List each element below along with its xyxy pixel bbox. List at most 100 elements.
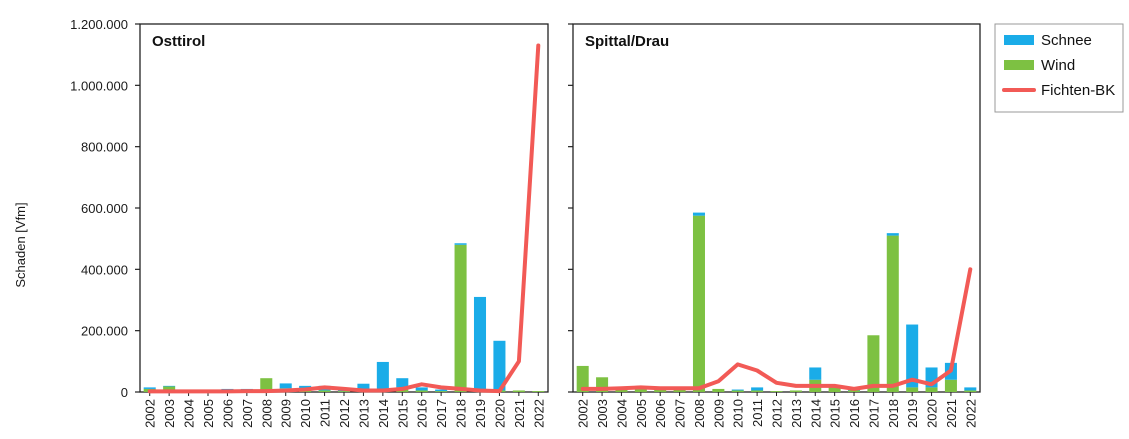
x-tick-label: 2016 [415, 399, 430, 428]
y-tick-label: 800.000 [81, 140, 128, 155]
y-tick-label: 1.200.000 [70, 17, 128, 32]
x-tick-label: 2021 [512, 399, 527, 428]
x-tick-label: 2016 [847, 399, 862, 428]
x-tick-label: 2021 [944, 399, 959, 428]
bar-schnee-2019 [473, 296, 487, 391]
bar-wind-2018 [886, 235, 899, 392]
x-tick-label: 2019 [905, 399, 920, 428]
bar-wind-2009 [712, 388, 725, 392]
bar-wind-2008 [260, 378, 273, 392]
x-tick-label: 2012 [337, 399, 352, 428]
y-tick-label: 600.000 [81, 201, 128, 216]
bar-schnee-2018 [886, 233, 899, 236]
x-tick-label: 2015 [395, 399, 410, 428]
bar-schnee-2002 [143, 387, 156, 389]
bar-schnee-2011 [751, 387, 764, 391]
plot-frame [572, 23, 981, 393]
bar-schnee-2009 [279, 383, 292, 389]
bar-wind-2015 [828, 387, 841, 392]
x-tick-label: 2022 [963, 399, 978, 428]
bar-schnee-2017 [435, 389, 448, 392]
x-tick-label: 2007 [673, 399, 688, 428]
bar-wind-2016 [415, 390, 428, 392]
bar-schnee-2022 [964, 387, 977, 391]
bar-schnee-2020 [493, 340, 506, 391]
x-tick-label: 2020 [492, 399, 507, 428]
legend-entry-wind: Wind [1041, 57, 1075, 74]
legend: Schnee Wind Fichten-BK [994, 23, 1124, 113]
bar-wind-2005 [634, 388, 647, 392]
y-tick-label: 400.000 [81, 262, 128, 277]
x-tick-label: 2017 [866, 399, 881, 428]
bar-wind-2022 [532, 391, 545, 392]
x-tick-label: 2012 [770, 399, 785, 428]
x-tick-label: 2009 [711, 399, 726, 428]
y-axis-label: Schaden [Vfm] [13, 202, 28, 287]
line-fichten-bk [147, 43, 541, 394]
x-tick-label: 2005 [201, 399, 216, 428]
x-tick-label: 2006 [220, 399, 235, 428]
x-tick-label: 2002 [576, 399, 591, 428]
bar-wind-2012 [770, 391, 783, 392]
x-tick-label: 2004 [182, 399, 197, 428]
bar-schnee-2013 [357, 383, 370, 391]
panel-title: Osttirol [152, 33, 205, 50]
legend-entry-schnee: Schnee [1041, 32, 1092, 49]
x-tick-label: 2007 [240, 399, 255, 428]
x-tick-label: 2022 [531, 399, 546, 428]
bar-wind-2016 [848, 390, 861, 392]
bar-wind-2021 [512, 390, 525, 392]
bar-schnee-2018 [454, 243, 467, 245]
x-tick-label: 2010 [298, 399, 313, 428]
bar-wind-2021 [944, 379, 957, 392]
y-tick-label: 200.000 [81, 324, 128, 339]
x-tick-label: 2006 [653, 399, 668, 428]
bar-wind-2008 [692, 215, 705, 392]
x-tick-label: 2017 [434, 399, 449, 428]
x-tick-label: 2019 [473, 399, 488, 428]
x-tick-label: 2018 [454, 399, 469, 428]
bar-wind-2003 [163, 386, 176, 392]
panel-title: Spittal/Drau [585, 33, 669, 50]
bar-wind-2011 [751, 390, 764, 392]
x-tick-label: 2014 [808, 399, 823, 428]
legend-swatch [1004, 35, 1034, 45]
x-tick-label: 2010 [731, 399, 746, 428]
bar-schnee-2010 [731, 389, 744, 391]
y-axis: 0 200.000 400.000 600.000 800.000 1.000.000 1.… [70, 17, 128, 400]
y-tick-label: 0 [121, 385, 128, 400]
plot-frame [139, 23, 549, 393]
x-tick-label: 2015 [828, 399, 843, 428]
x-tick-label: 2004 [614, 399, 629, 428]
x-tick-label: 2005 [634, 399, 649, 428]
bar-schnee-2014 [376, 361, 389, 391]
line-fichten-bk [580, 267, 973, 391]
bar-wind-2020 [925, 387, 938, 392]
x-tick-label: 2020 [925, 399, 940, 428]
bar-wind-2017 [435, 391, 448, 392]
bar-wind-2017 [867, 335, 880, 392]
x-tick-label: 2013 [356, 399, 371, 428]
x-tick-label: 2011 [318, 399, 333, 427]
x-tick-label: 2008 [692, 399, 707, 428]
legend-swatch [1004, 60, 1034, 70]
bar-wind-2002 [576, 365, 589, 392]
x-tick-label: 2011 [750, 399, 765, 427]
bar-wind-2019 [906, 387, 919, 392]
x-tick-label: 2003 [162, 399, 177, 428]
x-tick-label: 2002 [143, 399, 158, 428]
bar-wind-2018 [454, 244, 467, 392]
bar-wind-2011 [318, 390, 331, 392]
bar-wind-2010 [731, 390, 744, 392]
x-tick-label: 2014 [376, 399, 391, 428]
bar-wind-2022 [964, 390, 977, 392]
legend-entry-fichten-bk: Fichten-BK [1041, 82, 1115, 99]
x-tick-label: 2013 [789, 399, 804, 428]
bar-schnee-2014 [809, 367, 822, 380]
bar-schnee-2003 [163, 385, 176, 387]
panel-spittal-drau: Spittal/Drau 2002 2003 2004 2005 2006 2007 2008… [568, 23, 981, 428]
bar-schnee-2008 [692, 212, 705, 216]
x-tick-label: 2008 [259, 399, 274, 428]
bar-wind-2006 [654, 388, 667, 392]
